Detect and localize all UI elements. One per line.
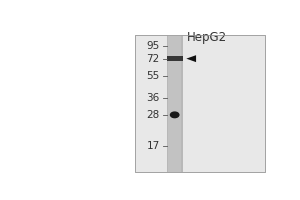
Text: 36: 36 bbox=[146, 93, 160, 103]
Bar bbox=[167, 56, 183, 61]
Bar bbox=[135, 35, 266, 172]
Circle shape bbox=[170, 112, 179, 118]
Text: 28: 28 bbox=[146, 110, 160, 120]
Polygon shape bbox=[186, 55, 196, 62]
Bar bbox=[167, 35, 183, 172]
Text: 17: 17 bbox=[146, 141, 160, 151]
Text: HepG2: HepG2 bbox=[187, 31, 227, 44]
Text: 55: 55 bbox=[146, 71, 160, 81]
Bar bbox=[135, 35, 266, 172]
Text: 95: 95 bbox=[146, 41, 160, 51]
Bar bbox=[168, 35, 181, 172]
Text: 72: 72 bbox=[146, 54, 160, 64]
